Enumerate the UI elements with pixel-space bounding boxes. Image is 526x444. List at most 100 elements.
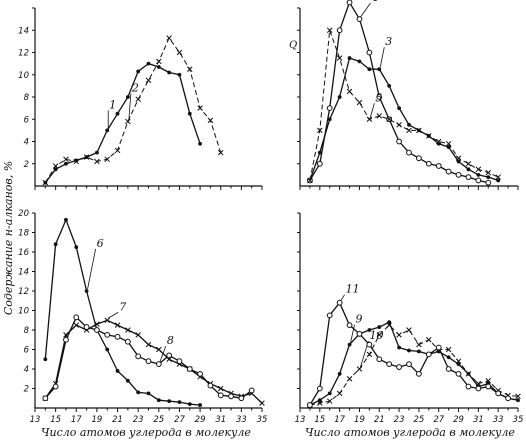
data-point <box>505 395 511 402</box>
data-point <box>105 347 110 352</box>
data-point <box>406 127 412 134</box>
data-point <box>396 364 402 370</box>
series-line-6 <box>44 219 201 406</box>
data-point <box>155 361 162 368</box>
data-point <box>445 366 452 372</box>
data-point <box>407 122 411 127</box>
y-tick-label: 12 <box>18 49 29 59</box>
x-tick-label: 33 <box>493 415 504 425</box>
data-point <box>198 403 202 407</box>
data-point <box>377 67 382 72</box>
data-point <box>177 400 182 405</box>
curve-label: 4 <box>370 0 378 4</box>
data-point <box>124 338 131 345</box>
data-point <box>177 72 182 77</box>
data-point <box>197 370 203 377</box>
series-line-2 <box>44 37 222 183</box>
data-point <box>167 70 172 75</box>
y-tick-label: 6 <box>24 115 30 125</box>
data-point <box>145 341 152 348</box>
data-point <box>156 58 162 65</box>
series-line-5 <box>309 29 499 181</box>
data-point <box>73 314 80 321</box>
data-point <box>135 332 141 338</box>
data-point <box>83 324 90 330</box>
data-point <box>327 391 332 396</box>
curve-label-leader <box>340 294 345 301</box>
curve-label: 5 <box>375 91 382 104</box>
data-point <box>445 168 452 175</box>
data-point <box>426 133 432 139</box>
data-point <box>435 344 442 351</box>
data-point <box>475 380 482 387</box>
data-point <box>307 402 313 408</box>
y-tick-label: 14 <box>18 268 29 278</box>
data-point <box>495 390 502 397</box>
series-line-1 <box>44 62 201 184</box>
data-point <box>145 358 152 365</box>
y-tick-label: 18 <box>18 229 29 239</box>
y-tick-label: 12 <box>18 287 29 297</box>
data-point <box>307 177 313 184</box>
data-point <box>376 332 383 338</box>
data-point <box>74 245 79 250</box>
data-point <box>366 351 373 358</box>
data-point <box>356 366 363 372</box>
data-point <box>445 140 452 147</box>
data-point <box>104 156 110 163</box>
x-tick-label: 25 <box>413 415 424 425</box>
data-point <box>316 385 323 392</box>
series-line-8 <box>44 316 253 399</box>
data-point <box>94 321 100 327</box>
y-tick-label: 8 <box>24 326 30 336</box>
data-point <box>187 402 192 406</box>
data-point <box>207 382 214 389</box>
x-axis-label-left: Число атомов углерода в молекуле <box>41 426 251 439</box>
data-point <box>115 111 120 116</box>
x-tick-label: 35 <box>257 415 268 425</box>
curve-label-leader <box>87 248 96 290</box>
data-point <box>465 160 472 167</box>
data-point <box>145 77 152 84</box>
data-point <box>475 385 482 392</box>
data-point <box>73 322 80 328</box>
x-tick-label: 29 <box>195 415 206 425</box>
data-point <box>485 377 492 384</box>
data-point <box>125 378 130 383</box>
data-point <box>125 95 130 99</box>
data-point <box>187 66 193 72</box>
data-point <box>53 242 58 247</box>
series-11: 11 <box>307 283 511 408</box>
stray-mark: Q <box>289 40 297 51</box>
data-point <box>417 349 421 354</box>
data-point <box>407 348 411 353</box>
x-tick-label: 21 <box>112 415 123 425</box>
data-point <box>367 328 372 332</box>
data-point <box>386 116 392 123</box>
data-point <box>52 163 59 169</box>
series-line-10 <box>309 324 519 406</box>
data-point <box>104 317 110 324</box>
data-point <box>476 172 481 177</box>
data-point <box>186 366 193 372</box>
x-tick-label: 33 <box>236 415 247 425</box>
x-tick-label: 23 <box>394 415 405 425</box>
data-point <box>156 65 161 69</box>
data-point <box>84 289 89 293</box>
data-point <box>317 127 323 134</box>
series-6: 6 <box>43 217 202 407</box>
data-point <box>317 398 322 403</box>
data-point <box>167 399 172 404</box>
data-point <box>176 49 183 56</box>
y-tick-label: 6 <box>24 346 30 356</box>
x-tick-label: 19 <box>91 415 102 425</box>
data-point <box>156 398 161 403</box>
data-point <box>466 167 471 172</box>
data-point <box>446 355 451 360</box>
data-point <box>346 88 353 95</box>
series-4: 4 <box>307 0 492 186</box>
curve-label: 9 <box>356 313 363 326</box>
data-point <box>516 398 520 403</box>
data-point <box>248 387 255 394</box>
data-point <box>387 320 392 325</box>
